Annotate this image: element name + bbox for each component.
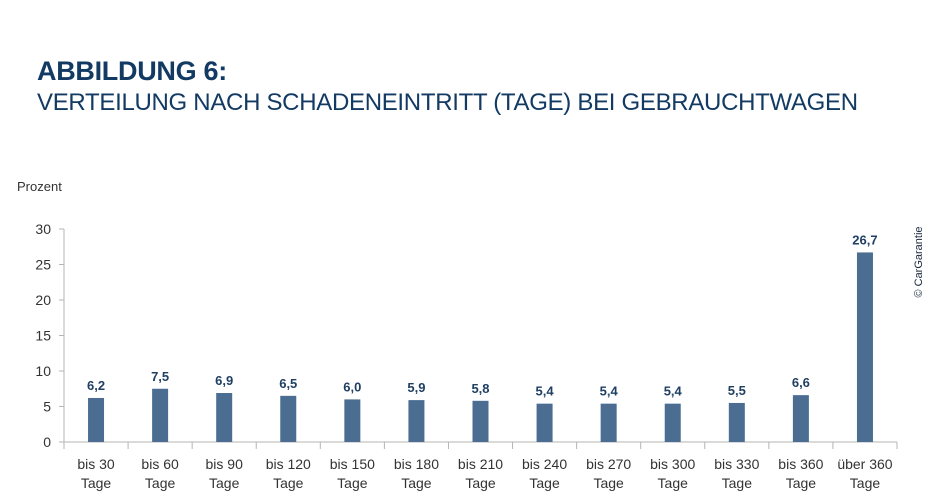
y-tick-label: 10 bbox=[35, 363, 51, 379]
bar-value-label: 7,5 bbox=[151, 369, 169, 384]
bar-value-label: 6,9 bbox=[215, 373, 233, 388]
x-tick-label-line: Tage bbox=[593, 475, 624, 491]
y-axis: 0 5 10 15 20 25 30 bbox=[35, 221, 65, 450]
y-tick-label: 30 bbox=[35, 221, 51, 237]
bar-value-label: 26,7 bbox=[852, 232, 877, 247]
x-tick-label-line: bis 60 bbox=[141, 456, 179, 472]
x-tick-label-line: bis 90 bbox=[206, 456, 244, 472]
x-tick-label-line: Tage bbox=[209, 475, 240, 491]
x-tick-label: bis 300 Tage bbox=[650, 456, 695, 491]
y-tick-label: 0 bbox=[43, 434, 51, 450]
y-tick-label: 5 bbox=[43, 399, 51, 415]
x-tick-label: bis 30 Tage bbox=[77, 456, 115, 491]
bar bbox=[728, 402, 745, 442]
x-tick-label-line: bis 240 bbox=[522, 456, 567, 472]
x-tick-label: bis 360 Tage bbox=[778, 456, 823, 491]
bar-value-label: 6,0 bbox=[343, 379, 361, 394]
bar bbox=[792, 395, 809, 442]
bar-value-label: 6,6 bbox=[792, 375, 810, 390]
bar bbox=[344, 399, 361, 442]
x-tick-label-line: Tage bbox=[145, 475, 176, 491]
bar bbox=[216, 393, 233, 442]
bar-value-label: 5,8 bbox=[471, 381, 489, 396]
x-tick-label-line: Tage bbox=[465, 475, 496, 491]
x-tick-label-line: Tage bbox=[786, 475, 817, 491]
figure-title: ABBILDUNG 6: bbox=[37, 56, 227, 86]
bar-value-label: 5,4 bbox=[536, 384, 555, 399]
value-labels-group: 6,2 7,5 6,9 6,5 6,0 5,9 5,8 5,4 5,4 5,4 5,5 6,6 26,7 bbox=[87, 232, 878, 398]
x-tick-label-line: bis 30 bbox=[77, 456, 115, 472]
x-tick-label-line: Tage bbox=[658, 475, 689, 491]
x-tick-label-line: bis 270 bbox=[586, 456, 631, 472]
x-tick-label-line: Tage bbox=[850, 475, 881, 491]
x-tick-label: bis 120 Tage bbox=[266, 456, 311, 491]
x-tick-label-line: bis 150 bbox=[330, 456, 375, 472]
y-axis-label: Prozent bbox=[17, 179, 62, 194]
x-axis: bis 30 Tage bis 60 Tage bis 90 Tage bis 120 Tag… bbox=[63, 441, 898, 491]
bar-value-label: 6,5 bbox=[279, 376, 297, 391]
x-tick-label: bis 60 Tage bbox=[141, 456, 179, 491]
bar bbox=[856, 252, 873, 442]
figure-subtitle: VERTEILUNG NACH SCHADENEINTRITT (TAGE) B… bbox=[37, 89, 858, 116]
bar-value-label: 5,9 bbox=[407, 380, 425, 395]
x-tick-label-line: Tage bbox=[337, 475, 368, 491]
bar-value-label: 5,5 bbox=[728, 383, 746, 398]
x-tick-label-line: Tage bbox=[722, 475, 753, 491]
bar bbox=[664, 403, 681, 442]
bar bbox=[600, 403, 617, 442]
bars-group bbox=[88, 252, 873, 442]
x-tick-label: über 360 Tage bbox=[837, 456, 892, 491]
x-tick-label: bis 90 Tage bbox=[206, 456, 244, 491]
bar bbox=[472, 400, 489, 442]
x-tick-label: bis 240 Tage bbox=[522, 456, 567, 491]
bar bbox=[536, 403, 553, 442]
y-tick-label: 25 bbox=[35, 257, 51, 273]
bar bbox=[152, 388, 169, 442]
x-tick-label-line: Tage bbox=[273, 475, 304, 491]
x-tick-label-line: über 360 bbox=[837, 456, 892, 472]
x-tick-label-line: bis 300 bbox=[650, 456, 695, 472]
x-tick-label: bis 330 Tage bbox=[714, 456, 759, 491]
x-tick-label: bis 270 Tage bbox=[586, 456, 631, 491]
x-tick-label: bis 210 Tage bbox=[458, 456, 503, 491]
y-tick-label: 15 bbox=[35, 328, 51, 344]
x-tick-label-line: bis 180 bbox=[394, 456, 439, 472]
x-tick-label-line: bis 120 bbox=[266, 456, 311, 472]
bar-value-label: 5,4 bbox=[600, 384, 619, 399]
y-tick-label: 20 bbox=[35, 292, 51, 308]
x-tick-label-line: bis 330 bbox=[714, 456, 759, 472]
bar-value-label: 5,4 bbox=[664, 384, 683, 399]
x-tick-label: bis 150 Tage bbox=[330, 456, 375, 491]
x-tick-label-line: bis 360 bbox=[778, 456, 823, 472]
x-tick-label-line: Tage bbox=[529, 475, 560, 491]
x-tick-label-line: Tage bbox=[401, 475, 432, 491]
bar-value-label: 6,2 bbox=[87, 378, 105, 393]
x-tick-label-line: bis 210 bbox=[458, 456, 503, 472]
bar bbox=[280, 395, 297, 442]
bar bbox=[88, 397, 105, 442]
x-tick-label: bis 180 Tage bbox=[394, 456, 439, 491]
x-tick-label-line: Tage bbox=[81, 475, 112, 491]
bar bbox=[408, 400, 425, 442]
